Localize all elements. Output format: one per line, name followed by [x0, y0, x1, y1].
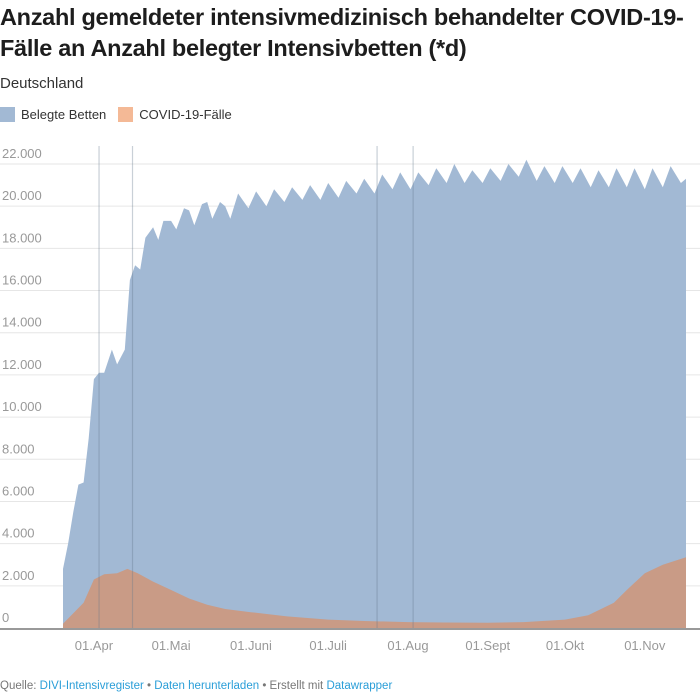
y-tick-label: 10.000 [2, 399, 42, 414]
legend-item-beds: Belegte Betten [0, 107, 106, 122]
x-tick-label: 01.Apr [75, 638, 114, 653]
created-with-label: • Erstellt mit [262, 680, 324, 692]
source-link[interactable]: DIVI-Intensivregister [39, 680, 144, 692]
x-tick-label: 01.Sept [465, 638, 510, 653]
footer: Quelle: DIVI-Intensivregister • Daten he… [0, 680, 392, 692]
legend-label-covid: COVID-19-Fälle [139, 107, 232, 122]
y-tick-label: 14.000 [2, 315, 42, 330]
y-tick-label: 0 [2, 610, 9, 625]
y-tick-label: 4.000 [2, 526, 35, 541]
chart-subtitle: Deutschland [0, 75, 84, 92]
y-tick-label: 6.000 [2, 483, 35, 498]
legend-swatch-covid [118, 107, 134, 122]
x-tick-label: 01.Juni [230, 638, 272, 653]
y-tick-label: 18.000 [2, 230, 42, 245]
separator: • [147, 680, 152, 692]
legend-label-beds: Belegte Betten [21, 107, 107, 122]
x-tick-label: 01.Mai [152, 638, 191, 653]
area-covid [63, 557, 686, 628]
area-chart: 0 2.000 4.000 6.000 8.000 10.000 12.000 14.000 1… [0, 146, 700, 653]
y-tick-label: 22.000 [2, 146, 42, 161]
y-tick-label: 12.000 [2, 357, 42, 372]
x-tick-label: 01.Aug [387, 638, 428, 653]
y-tick-label: 16.000 [2, 273, 42, 288]
source-label: Quelle: [0, 680, 37, 692]
area-beds [63, 159, 686, 629]
x-tick-label: 01.Okt [546, 638, 585, 653]
legend-item-covid: COVID-19-Fälle [118, 107, 232, 122]
download-data-link[interactable]: Daten herunterladen [154, 680, 260, 692]
y-tick-label: 8.000 [2, 441, 35, 456]
legend: Belegte Betten COVID-19-Fälle [0, 107, 232, 122]
y-tick-label: 20.000 [2, 188, 42, 203]
x-tick-label: 01.Juli [309, 638, 347, 653]
x-tick-label: 01.Nov [624, 638, 666, 653]
chart-title: Anzahl gemeldeter intensivmedizinisch be… [0, 4, 684, 61]
y-tick-label: 2.000 [2, 568, 35, 583]
legend-swatch-beds [0, 107, 15, 122]
datawrapper-link[interactable]: Datawrapper [326, 680, 393, 692]
